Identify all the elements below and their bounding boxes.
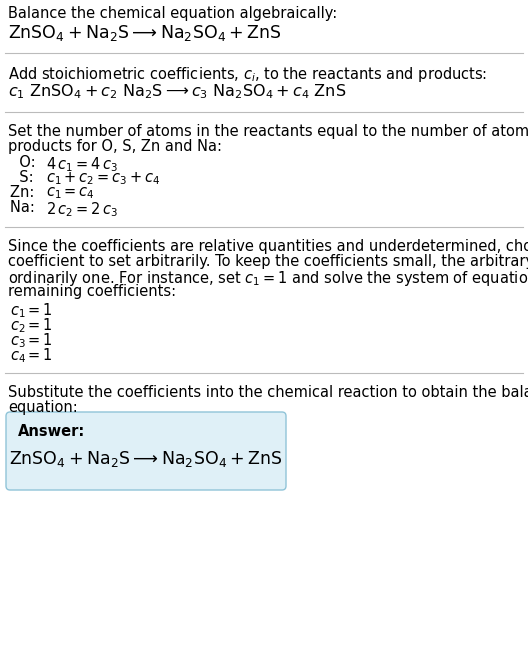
Text: equation:: equation: (8, 400, 78, 415)
Text: $c_1 = c_4$: $c_1 = c_4$ (46, 185, 95, 201)
Text: $4\,c_1 = 4\,c_3$: $4\,c_1 = 4\,c_3$ (46, 155, 118, 174)
Text: Add stoichiometric coefficients, $c_i$, to the reactants and products:: Add stoichiometric coefficients, $c_i$, … (8, 65, 487, 84)
Text: $c_1\ \mathrm{ZnSO_4} + c_2\ \mathrm{Na_2S} \longrightarrow c_3\ \mathrm{Na_2SO_: $c_1\ \mathrm{ZnSO_4} + c_2\ \mathrm{Na_… (8, 82, 346, 101)
Text: Zn:: Zn: (10, 185, 39, 200)
FancyBboxPatch shape (6, 412, 286, 490)
Text: Set the number of atoms in the reactants equal to the number of atoms in the: Set the number of atoms in the reactants… (8, 124, 528, 139)
Text: Substitute the coefficients into the chemical reaction to obtain the balanced: Substitute the coefficients into the che… (8, 385, 528, 400)
Text: products for O, S, Zn and Na:: products for O, S, Zn and Na: (8, 139, 222, 154)
Text: $c_1 = 1$: $c_1 = 1$ (10, 301, 53, 320)
Text: remaining coefficients:: remaining coefficients: (8, 284, 176, 299)
Text: $c_3 = 1$: $c_3 = 1$ (10, 331, 53, 350)
Text: Balance the chemical equation algebraically:: Balance the chemical equation algebraica… (8, 6, 337, 21)
Text: Answer:: Answer: (18, 424, 85, 439)
Text: Na:: Na: (10, 200, 40, 215)
Text: $\mathrm{ZnSO_4 + Na_2S} \longrightarrow \mathrm{Na_2SO_4 + ZnS}$: $\mathrm{ZnSO_4 + Na_2S} \longrightarrow… (8, 23, 281, 43)
Text: O:: O: (10, 155, 40, 170)
Text: S:: S: (10, 170, 38, 185)
Text: $c_2 = 1$: $c_2 = 1$ (10, 316, 53, 335)
Text: ordinarily one. For instance, set $c_1 = 1$ and solve the system of equations fo: ordinarily one. For instance, set $c_1 =… (8, 269, 528, 288)
Text: $\mathrm{ZnSO_4 + Na_2S} \longrightarrow \mathrm{Na_2SO_4 + ZnS}$: $\mathrm{ZnSO_4 + Na_2S} \longrightarrow… (9, 449, 283, 469)
Text: $2\,c_2 = 2\,c_3$: $2\,c_2 = 2\,c_3$ (46, 200, 118, 218)
Text: $c_1 + c_2 = c_3 + c_4$: $c_1 + c_2 = c_3 + c_4$ (46, 170, 161, 186)
Text: Since the coefficients are relative quantities and underdetermined, choose a: Since the coefficients are relative quan… (8, 239, 528, 254)
Text: coefficient to set arbitrarily. To keep the coefficients small, the arbitrary va: coefficient to set arbitrarily. To keep … (8, 254, 528, 269)
Text: $c_4 = 1$: $c_4 = 1$ (10, 346, 53, 365)
